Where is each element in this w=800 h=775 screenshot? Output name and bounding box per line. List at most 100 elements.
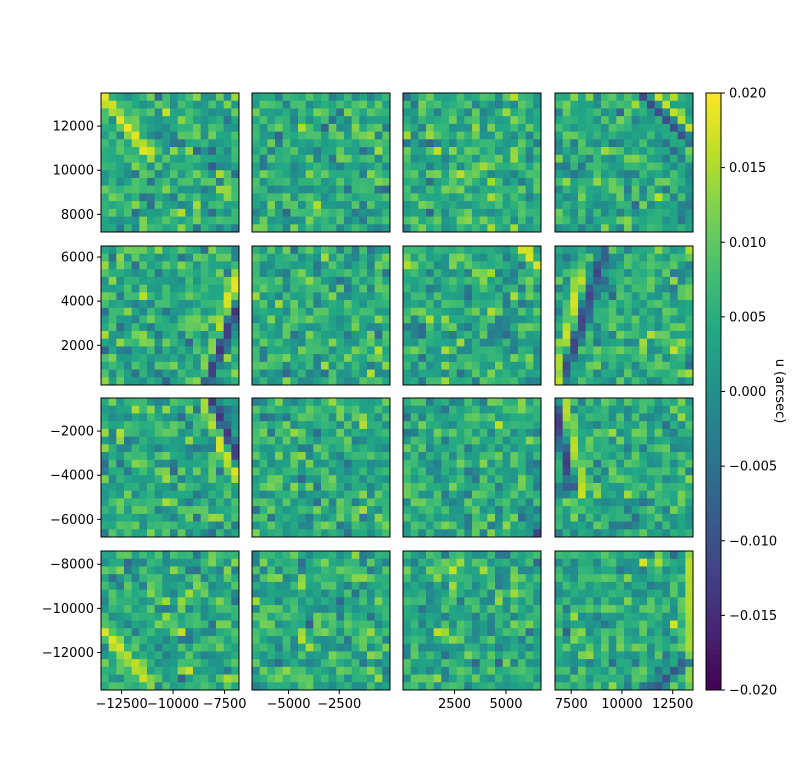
heatmap-cell bbox=[570, 475, 579, 484]
heatmap-cell bbox=[131, 346, 140, 355]
heatmap-cell bbox=[608, 224, 617, 233]
heatmap-cell bbox=[487, 93, 496, 102]
heatmap-cell bbox=[305, 369, 314, 378]
heatmap-cell bbox=[403, 666, 412, 675]
panel-r3-c2 bbox=[402, 550, 542, 691]
heatmap-cell bbox=[456, 154, 465, 163]
heatmap-cell bbox=[208, 405, 217, 414]
heatmap-cell bbox=[662, 208, 671, 217]
heatmap-cell bbox=[495, 421, 504, 430]
heatmap-cell bbox=[525, 529, 534, 538]
heatmap-cell bbox=[359, 185, 368, 194]
heatmap-cell bbox=[518, 93, 527, 102]
heatmap-cell bbox=[290, 597, 299, 606]
heatmap-cell bbox=[578, 170, 587, 179]
heatmap-cell bbox=[275, 246, 284, 255]
heatmap-cell bbox=[259, 529, 268, 538]
heatmap-cell bbox=[578, 154, 587, 163]
heatmap-cell bbox=[185, 643, 194, 652]
heatmap-cell bbox=[403, 643, 412, 652]
heatmap-cell bbox=[647, 467, 656, 476]
heatmap-cell bbox=[139, 93, 148, 102]
heatmap-cell bbox=[328, 428, 337, 438]
heatmap-cell bbox=[336, 581, 345, 591]
heatmap-cell bbox=[374, 269, 383, 278]
heatmap-cell bbox=[456, 100, 465, 109]
heatmap-cell bbox=[313, 246, 322, 255]
heatmap-cell bbox=[193, 605, 202, 614]
heatmap-cell bbox=[328, 177, 337, 187]
heatmap-cell bbox=[410, 315, 419, 324]
heatmap-cell bbox=[525, 444, 534, 453]
heatmap-cell bbox=[585, 300, 594, 309]
heatmap-cell bbox=[426, 354, 435, 363]
heatmap-cell bbox=[555, 154, 564, 163]
heatmap-cell bbox=[170, 330, 179, 340]
heatmap-cell bbox=[147, 246, 156, 255]
heatmap-cell bbox=[290, 467, 299, 476]
heatmap-cell bbox=[418, 666, 427, 675]
heatmap-cell bbox=[259, 444, 268, 453]
heatmap-cell bbox=[608, 93, 617, 102]
heatmap-cell bbox=[562, 574, 571, 583]
heatmap-cell bbox=[525, 147, 534, 156]
heatmap-cell bbox=[359, 651, 368, 660]
heatmap-cell bbox=[449, 398, 458, 407]
heatmap-cell bbox=[479, 292, 488, 301]
heatmap-cell bbox=[231, 193, 240, 202]
heatmap-cell bbox=[231, 597, 240, 606]
heatmap-cell bbox=[631, 338, 640, 347]
heatmap-cell bbox=[426, 612, 435, 621]
heatmap-cell bbox=[108, 682, 117, 691]
heatmap-cell bbox=[328, 459, 337, 468]
heatmap-cell bbox=[555, 147, 564, 156]
heatmap-cell bbox=[147, 123, 156, 133]
heatmap-cell bbox=[487, 452, 496, 461]
heatmap-cell bbox=[570, 529, 579, 538]
heatmap-cell bbox=[418, 224, 427, 233]
heatmap-cell bbox=[252, 361, 261, 370]
heatmap-cell bbox=[359, 405, 368, 414]
heatmap-cell bbox=[639, 185, 648, 194]
heatmap-cell bbox=[154, 482, 163, 492]
heatmap-cell bbox=[593, 261, 602, 270]
heatmap-cell bbox=[585, 346, 594, 355]
heatmap-cell bbox=[131, 444, 140, 453]
heatmap-cell bbox=[336, 459, 345, 468]
heatmap-cell bbox=[449, 323, 458, 332]
heatmap-cell bbox=[231, 208, 240, 217]
heatmap-cell bbox=[410, 467, 419, 476]
heatmap-cell bbox=[570, 193, 579, 202]
heatmap-cell bbox=[479, 674, 488, 683]
heatmap-cell bbox=[101, 635, 110, 645]
heatmap-cell bbox=[382, 635, 391, 645]
heatmap-cell bbox=[147, 444, 156, 453]
heatmap-cell bbox=[570, 338, 579, 347]
heatmap-cell bbox=[654, 475, 663, 484]
heatmap-cell bbox=[231, 498, 240, 507]
heatmap-cell bbox=[433, 269, 442, 278]
heatmap-cell bbox=[449, 185, 458, 194]
heatmap-cell bbox=[631, 284, 640, 293]
heatmap-cell bbox=[487, 436, 496, 445]
heatmap-cell bbox=[344, 292, 353, 301]
heatmap-cell bbox=[449, 597, 458, 606]
heatmap-cell bbox=[124, 193, 133, 202]
heatmap-cell bbox=[374, 369, 383, 378]
heatmap-cell bbox=[223, 108, 232, 117]
heatmap-cell bbox=[677, 338, 686, 347]
heatmap-cell bbox=[570, 162, 579, 171]
heatmap-cell bbox=[252, 620, 261, 629]
heatmap-cell bbox=[525, 116, 534, 125]
heatmap-cell bbox=[570, 185, 579, 194]
heatmap-cell bbox=[525, 452, 534, 461]
heatmap-cell bbox=[441, 292, 450, 301]
heatmap-cell bbox=[616, 300, 625, 309]
heatmap-cell bbox=[426, 521, 435, 530]
heatmap-cell bbox=[593, 224, 602, 233]
heatmap-cell bbox=[305, 261, 314, 270]
heatmap-cell bbox=[208, 498, 217, 507]
heatmap-cell bbox=[510, 361, 519, 370]
heatmap-cell bbox=[162, 246, 171, 255]
heatmap-cell bbox=[456, 682, 465, 691]
